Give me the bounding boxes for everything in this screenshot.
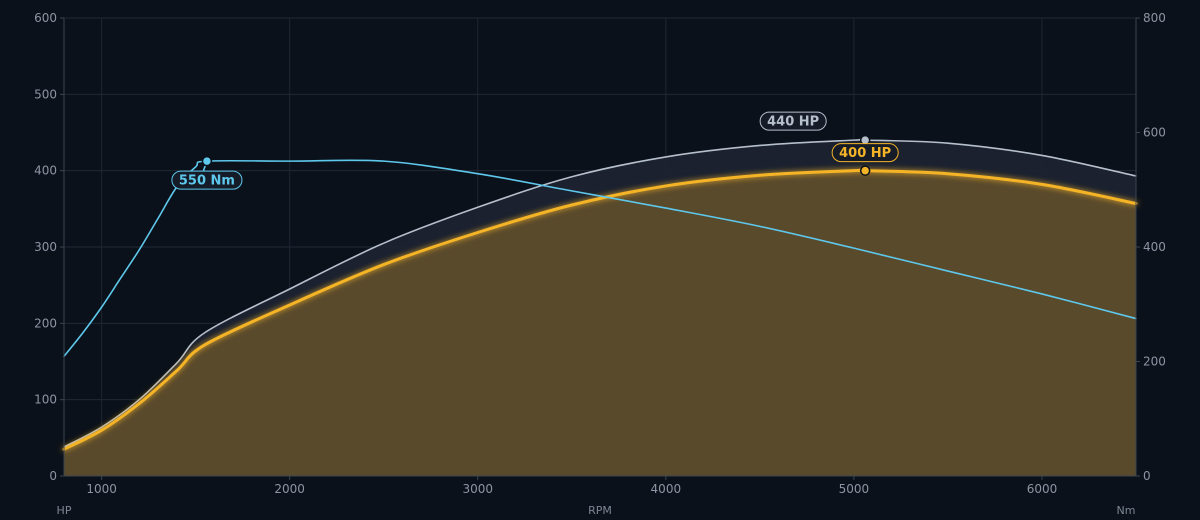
y-right-tick-label: 800 xyxy=(1143,11,1166,25)
x-tick-label: 1000 xyxy=(86,482,117,496)
callout-label: 440 HP xyxy=(759,111,827,131)
y-right-tick-label: 0 xyxy=(1143,469,1151,483)
y-right-axis-label: Nm xyxy=(1117,504,1136,517)
y-left-tick-label: 600 xyxy=(34,11,57,25)
y-left-tick-label: 500 xyxy=(34,87,57,101)
y-left-tick-label: 400 xyxy=(34,164,57,178)
series-line xyxy=(62,168,1138,451)
series-area-fill xyxy=(64,170,1136,476)
y-left-axis-label: HP xyxy=(57,504,72,517)
callout-label-text: 400 HP xyxy=(839,146,891,161)
callout-label-box xyxy=(759,111,827,131)
y-left-tick-label: 200 xyxy=(34,316,57,330)
x-tick-label: 2000 xyxy=(274,482,305,496)
hp-band-fill xyxy=(64,139,1136,450)
callout-label: 550 Nm xyxy=(171,170,243,190)
x-tick-label: 6000 xyxy=(1027,482,1058,496)
x-axis-label: RPM xyxy=(588,504,612,517)
callouts: 440 HP 400 HP 550 Nm xyxy=(171,111,899,190)
x-tick-label: 4000 xyxy=(651,482,682,496)
y-right-tick-label: 400 xyxy=(1143,240,1166,254)
y-right-tick-label: 200 xyxy=(1143,355,1166,369)
callout-label-text: 440 HP xyxy=(767,115,819,130)
x-tick-label: 3000 xyxy=(462,482,493,496)
series-lines xyxy=(62,138,1138,451)
y-left-tick-label: 300 xyxy=(34,240,57,254)
y-right-tick-label: 600 xyxy=(1143,126,1166,140)
x-tick-label: 5000 xyxy=(839,482,870,496)
callout-point xyxy=(201,155,213,167)
y-left-tick-label: 100 xyxy=(34,393,57,407)
callout-label-box xyxy=(831,143,899,163)
callout-point xyxy=(859,165,871,176)
y-left-tick-label: 0 xyxy=(49,469,57,483)
callout-label-box xyxy=(171,170,243,190)
area-fills xyxy=(64,139,1136,476)
callout-label-text: 550 Nm xyxy=(179,174,235,189)
series-line xyxy=(63,159,1137,358)
callout-label: 400 HP xyxy=(831,143,899,163)
